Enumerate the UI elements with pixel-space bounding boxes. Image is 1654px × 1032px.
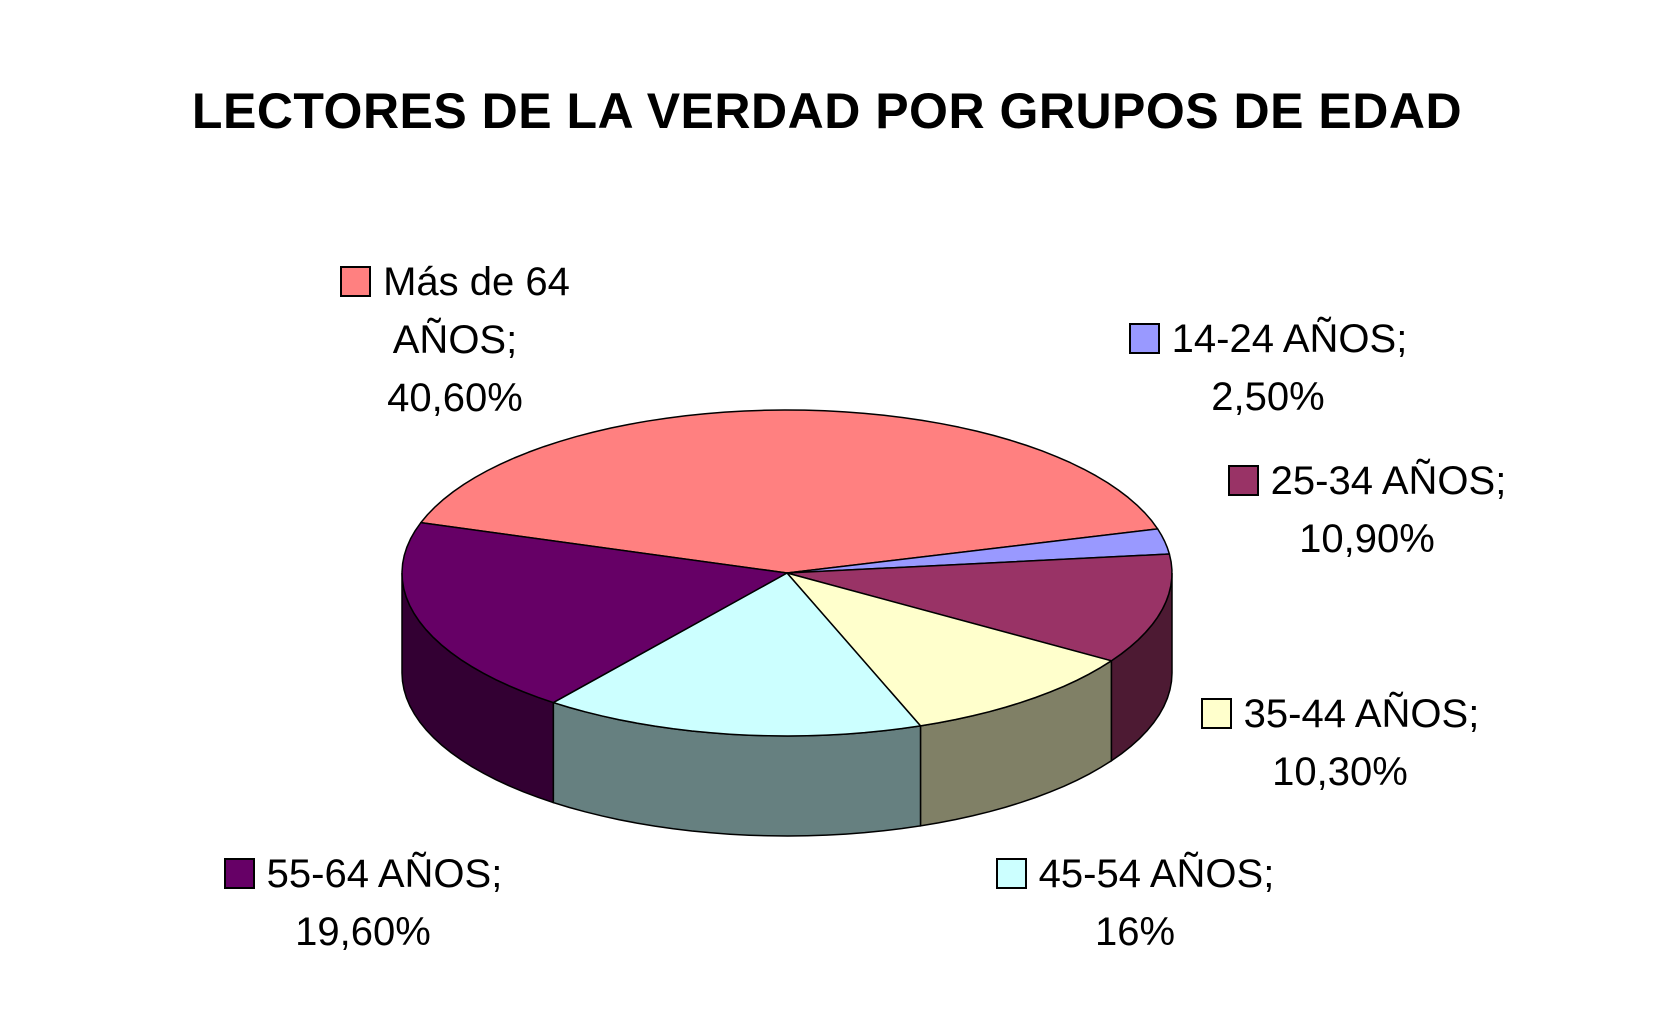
data-label-45-54-anos: 45-54 AÑOS; 16% [975,845,1295,961]
data-label-mas-de-64-anos: Más de 64 AÑOS; 40,60% [305,253,605,427]
legend-swatch [223,858,255,889]
data-label-25-34-anos: 25-34 AÑOS; 10,90% [1207,452,1527,568]
pie-slice-25-34-anos [786,553,1173,662]
data-label-value: 10,30% [1272,750,1408,794]
data-label-text: 14-24 AÑOS; [1171,317,1408,361]
data-label-value: 10,90% [1299,517,1435,561]
data-label-text: 55-64 AÑOS; [266,852,503,896]
pie-slice-55-64-anos [401,521,788,704]
legend-swatch [340,266,372,297]
pie-slice-mas-de-64-anos [420,409,1159,574]
data-label-14-24-anos: 14-24 AÑOS; 2,50% [1108,310,1428,426]
data-label-55-64-anos: 55-64 AÑOS; 19,60% [203,845,523,961]
data-label-text: Más de 64 [383,260,570,304]
chart-title: LECTORES DE LA VERDAD POR GRUPOS DE EDAD [191,83,1463,139]
data-label-text: 25-34 AÑOS; [1270,459,1507,503]
legend-swatch [1227,465,1259,496]
data-label-value: 19,60% [295,910,431,954]
legend-swatch [1200,698,1232,729]
data-label-value: 40,60% [387,376,523,420]
pie-top-slices [401,409,1173,737]
legend-swatch [995,858,1027,889]
data-label-35-44-anos: 35-44 AÑOS; 10,30% [1180,685,1500,801]
pie-side-walls [401,572,1173,837]
data-label-text: 45-54 AÑOS; [1038,852,1275,896]
data-label-text: AÑOS; [392,318,518,362]
legend-swatch [1128,323,1160,354]
data-label-value: 2,50% [1211,375,1325,419]
pie-slice-35-44-anos [786,572,1113,727]
data-label-text: 35-44 AÑOS; [1243,692,1480,736]
pie-slice-45-54-anos [552,572,922,737]
data-label-value: 16% [1094,910,1176,954]
